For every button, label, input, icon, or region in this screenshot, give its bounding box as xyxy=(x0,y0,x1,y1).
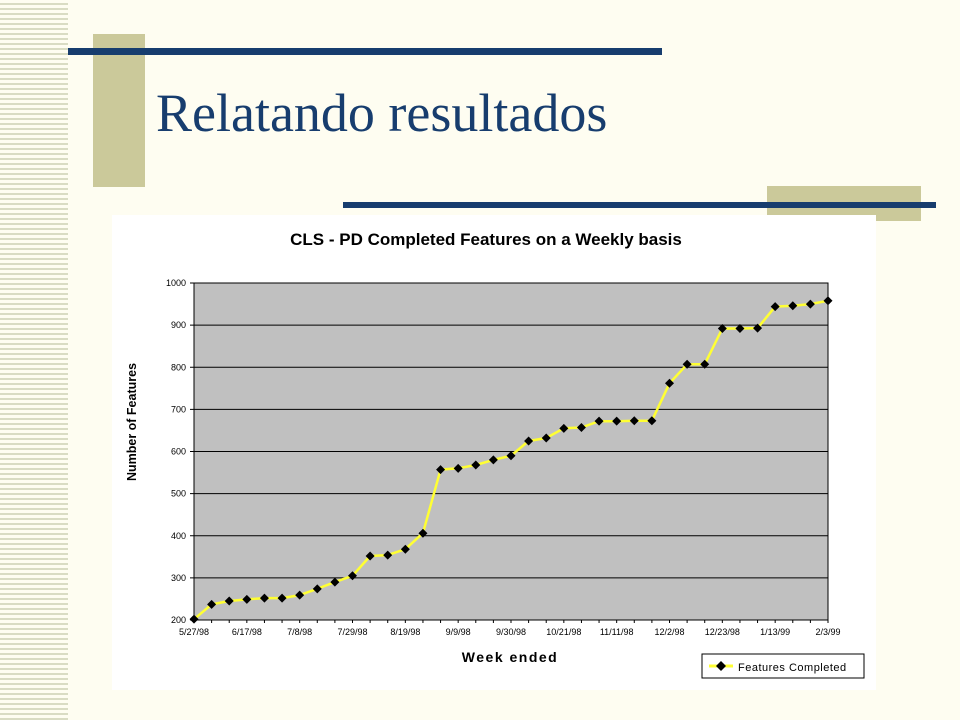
data-point xyxy=(312,584,322,594)
gridlines xyxy=(194,282,828,579)
x-tick-label: 2/3/99 xyxy=(815,627,840,637)
data-point xyxy=(665,378,674,388)
bottom-accent-bar xyxy=(343,202,936,208)
data-point xyxy=(259,593,269,603)
x-tick-label: 7/29/98 xyxy=(337,627,367,637)
chart-legend: Features Completed xyxy=(701,653,865,679)
data-point xyxy=(224,596,234,606)
data-point xyxy=(488,455,498,465)
data-point xyxy=(365,551,375,561)
data-point xyxy=(629,416,639,426)
x-axis-label: Week ended xyxy=(462,649,558,665)
data-point xyxy=(295,590,305,600)
legend-label: Features Completed xyxy=(738,662,847,674)
x-tick-label: 6/17/98 xyxy=(232,627,262,637)
data-point xyxy=(682,359,692,369)
data-point xyxy=(242,594,252,604)
data-point xyxy=(506,451,516,461)
data-point xyxy=(471,460,481,470)
data-point xyxy=(735,323,745,333)
x-tick-label: 12/23/98 xyxy=(705,627,740,637)
y-tick-label: 900 xyxy=(171,320,186,330)
x-tick-label: 11/11/98 xyxy=(600,627,634,637)
data-point-markers xyxy=(189,296,833,624)
x-tick-label: 1/13/99 xyxy=(760,627,790,637)
y-axis-ticks: 200 300 400 500 600 700 800 900 1000 xyxy=(166,278,194,625)
y-tick-label: 400 xyxy=(171,531,186,541)
title-accent-block xyxy=(93,34,145,187)
data-point xyxy=(788,301,798,311)
data-point xyxy=(576,422,586,432)
striped-margin-decoration xyxy=(0,0,68,720)
data-point xyxy=(805,299,815,309)
legend-marker-swatch xyxy=(716,661,726,671)
features-line-chart: CLS - PD Completed Features on a Weekly … xyxy=(125,230,865,679)
y-tick-label: 500 xyxy=(171,489,186,499)
data-point xyxy=(418,528,428,538)
data-point xyxy=(753,323,763,333)
data-point xyxy=(559,423,569,433)
y-tick-label: 1000 xyxy=(166,278,186,288)
y-tick-label: 300 xyxy=(171,573,186,583)
x-tick-label: 7/8/98 xyxy=(287,627,312,637)
data-point xyxy=(189,614,199,624)
data-point xyxy=(823,296,833,306)
x-tick-label: 10/21/98 xyxy=(546,627,581,637)
data-point xyxy=(647,416,657,426)
data-point xyxy=(770,302,780,312)
data-point xyxy=(348,571,357,581)
data-point xyxy=(612,416,622,426)
top-accent-bar xyxy=(68,48,662,55)
x-tick-label: 9/30/98 xyxy=(496,627,526,637)
data-point xyxy=(700,359,710,369)
chart-title: CLS - PD Completed Features on a Weekly … xyxy=(290,230,682,249)
data-point xyxy=(400,544,410,554)
data-point xyxy=(207,599,217,609)
data-point xyxy=(594,416,604,426)
x-tick-label: 9/9/98 xyxy=(446,627,471,637)
y-axis-label: Number of Features xyxy=(125,363,139,481)
x-tick-label: 8/19/98 xyxy=(390,627,420,637)
data-point xyxy=(277,593,287,603)
data-point xyxy=(524,436,534,446)
y-tick-label: 700 xyxy=(171,404,186,414)
y-tick-label: 200 xyxy=(171,615,186,625)
data-point xyxy=(436,465,446,475)
x-tick-label: 5/27/98 xyxy=(179,627,209,637)
chart-container: CLS - PD Completed Features on a Weekly … xyxy=(112,215,876,690)
data-point xyxy=(541,433,551,443)
data-point xyxy=(717,323,727,333)
slide-title: Relatando resultados xyxy=(156,83,608,143)
data-point xyxy=(453,463,463,473)
x-axis-ticks: 5/27/98 6/17/98 7/8/98 7/29/98 8/19/98 9/9/98… xyxy=(179,620,841,637)
data-point xyxy=(330,577,340,587)
y-tick-label: 600 xyxy=(171,447,186,457)
data-point xyxy=(383,550,393,560)
y-tick-label: 800 xyxy=(171,362,186,372)
x-tick-label: 12/2/98 xyxy=(654,627,684,637)
